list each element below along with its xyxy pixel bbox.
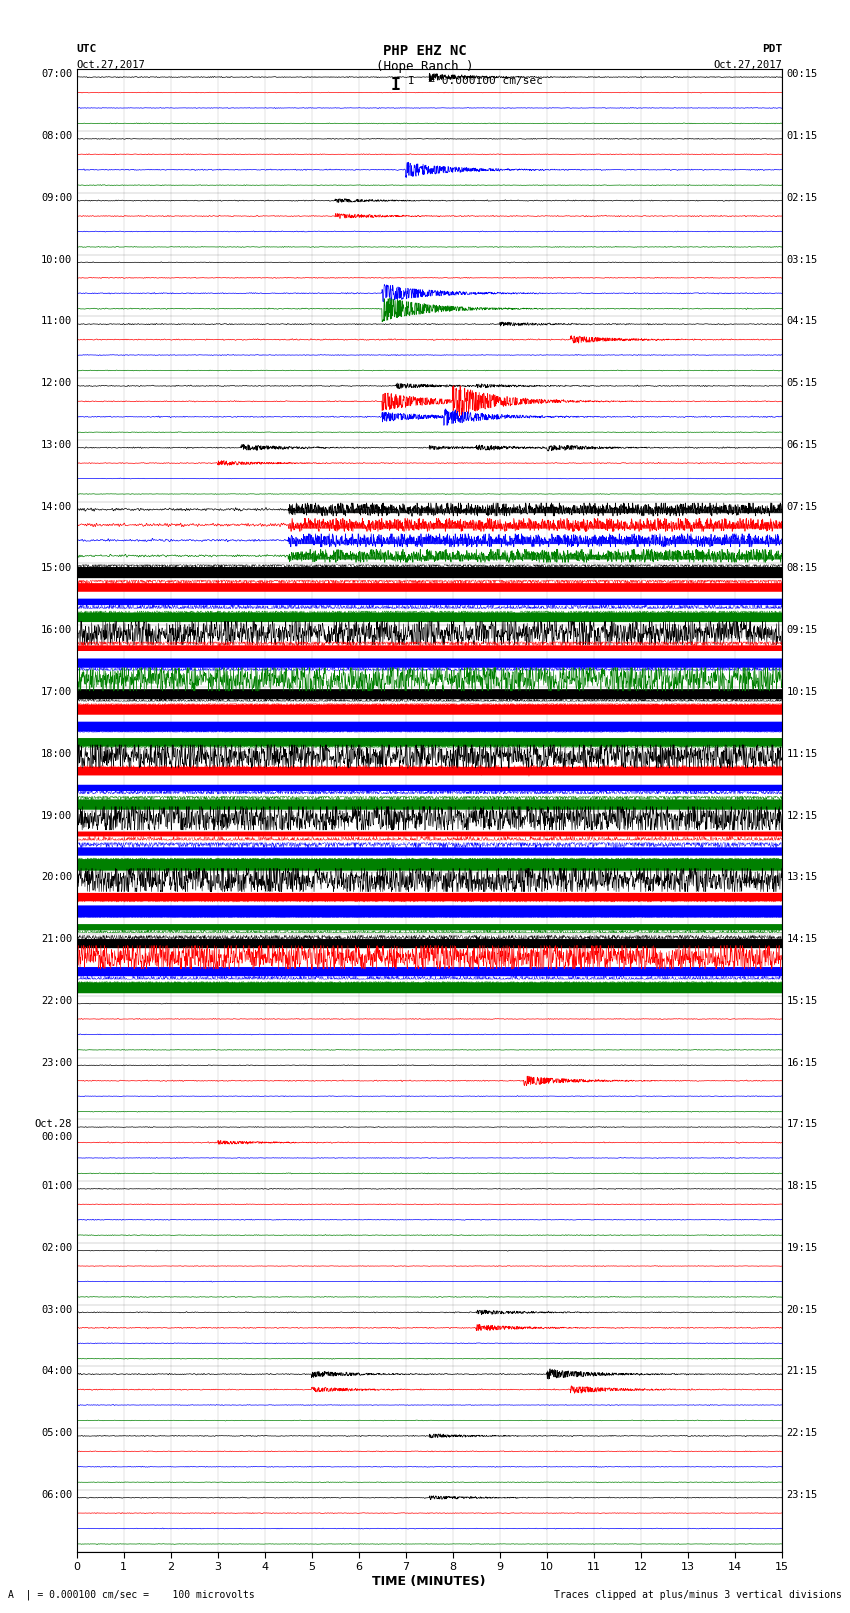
Text: 00:00: 00:00 [41,1132,72,1142]
Text: 15:15: 15:15 [786,995,818,1007]
Text: 14:15: 14:15 [786,934,818,944]
Text: 07:15: 07:15 [786,502,818,511]
Text: 16:15: 16:15 [786,1058,818,1068]
Text: I: I [390,76,400,94]
Text: A  | = 0.000100 cm/sec =    100 microvolts: A | = 0.000100 cm/sec = 100 microvolts [8,1589,255,1600]
Text: I  = 0.000100 cm/sec: I = 0.000100 cm/sec [408,76,543,85]
Text: 08:00: 08:00 [41,131,72,140]
Text: 22:15: 22:15 [786,1428,818,1439]
Text: 12:15: 12:15 [786,811,818,821]
Text: 10:15: 10:15 [786,687,818,697]
Text: (Hope Ranch ): (Hope Ranch ) [377,60,473,73]
Text: 04:15: 04:15 [786,316,818,326]
Text: 04:00: 04:00 [41,1366,72,1376]
Text: 20:00: 20:00 [41,873,72,882]
Text: 01:15: 01:15 [786,131,818,140]
Text: 23:15: 23:15 [786,1490,818,1500]
Text: 19:00: 19:00 [41,811,72,821]
Text: Oct.27,2017: Oct.27,2017 [713,60,782,69]
Text: 14:00: 14:00 [41,502,72,511]
Text: 02:15: 02:15 [786,194,818,203]
Text: Traces clipped at plus/minus 3 vertical divisions: Traces clipped at plus/minus 3 vertical … [553,1590,842,1600]
Text: 00:15: 00:15 [786,69,818,79]
Text: Oct.28: Oct.28 [35,1119,72,1129]
Text: 23:00: 23:00 [41,1058,72,1068]
Text: 20:15: 20:15 [786,1305,818,1315]
Text: 07:00: 07:00 [41,69,72,79]
Text: 17:00: 17:00 [41,687,72,697]
Text: 16:00: 16:00 [41,626,72,636]
Text: 06:15: 06:15 [786,440,818,450]
Text: 05:00: 05:00 [41,1428,72,1439]
Text: 21:15: 21:15 [786,1366,818,1376]
Text: 11:15: 11:15 [786,748,818,758]
Text: 17:15: 17:15 [786,1119,818,1129]
Text: 09:15: 09:15 [786,626,818,636]
X-axis label: TIME (MINUTES): TIME (MINUTES) [372,1574,486,1587]
Text: 05:15: 05:15 [786,377,818,389]
Text: 10:00: 10:00 [41,255,72,265]
Text: 09:00: 09:00 [41,194,72,203]
Text: 06:00: 06:00 [41,1490,72,1500]
Text: 11:00: 11:00 [41,316,72,326]
Text: 08:15: 08:15 [786,563,818,574]
Text: 12:00: 12:00 [41,377,72,389]
Text: 21:00: 21:00 [41,934,72,944]
Text: 22:00: 22:00 [41,995,72,1007]
Text: 01:00: 01:00 [41,1181,72,1190]
Text: 19:15: 19:15 [786,1244,818,1253]
Text: Oct.27,2017: Oct.27,2017 [76,60,145,69]
Text: 15:00: 15:00 [41,563,72,574]
Text: 02:00: 02:00 [41,1244,72,1253]
Text: 18:00: 18:00 [41,748,72,758]
Text: PDT: PDT [762,44,782,53]
Text: 03:15: 03:15 [786,255,818,265]
Text: 03:00: 03:00 [41,1305,72,1315]
Text: 18:15: 18:15 [786,1181,818,1190]
Text: 13:15: 13:15 [786,873,818,882]
Text: UTC: UTC [76,44,97,53]
Text: 13:00: 13:00 [41,440,72,450]
Text: PHP EHZ NC: PHP EHZ NC [383,44,467,58]
